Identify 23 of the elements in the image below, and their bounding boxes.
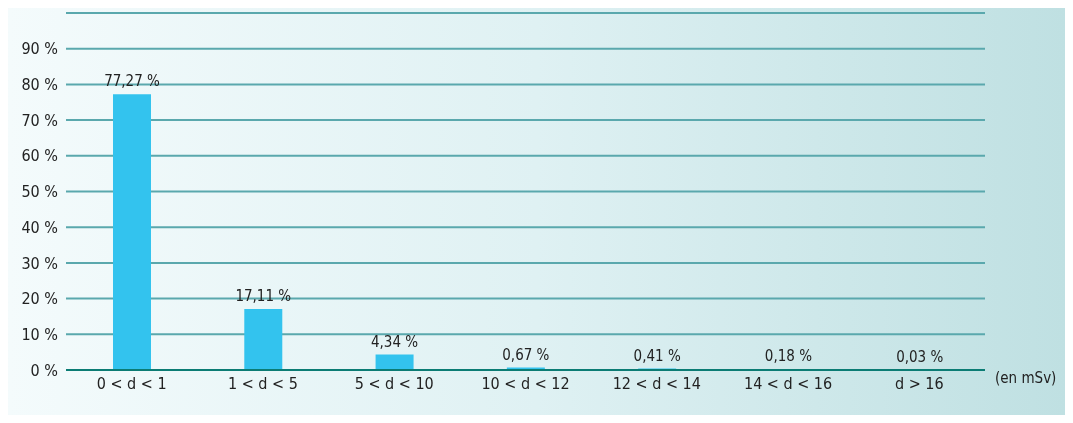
- y-tick-label: 80 %: [21, 75, 58, 95]
- x-tick-label: d > 16: [895, 374, 944, 394]
- x-tick-label: 5 < d < 10: [354, 374, 434, 394]
- x-tick-label: 12 < d < 14: [612, 374, 701, 394]
- y-tick-label: 70 %: [21, 110, 58, 130]
- data-label: 0,41 %: [633, 346, 681, 365]
- y-tick-label: 90 %: [21, 39, 58, 59]
- y-tick-label: 30 %: [21, 253, 58, 273]
- y-tick-label: 0 %: [30, 360, 58, 380]
- y-tick-label: 40 %: [21, 217, 58, 237]
- y-tick-label: 20 %: [21, 289, 58, 309]
- data-label: 0,03 %: [896, 347, 944, 366]
- x-tick-label: 14 < d < 16: [743, 374, 833, 394]
- y-tick-label: 50 %: [21, 182, 58, 202]
- x-tick-label: 10 < d < 12: [481, 374, 570, 394]
- data-label: 4,34 %: [370, 332, 419, 351]
- x-tick-label: 0 < d < 1: [96, 374, 167, 394]
- x-axis-title: (en mSv): [995, 369, 1057, 388]
- x-tick-label: 1 < d < 5: [228, 374, 298, 394]
- data-label: 0,18 %: [764, 347, 813, 366]
- y-tick-label: 60 %: [21, 146, 58, 166]
- data-label: 0,67 %: [502, 345, 550, 364]
- y-tick-label: 10 %: [21, 324, 58, 344]
